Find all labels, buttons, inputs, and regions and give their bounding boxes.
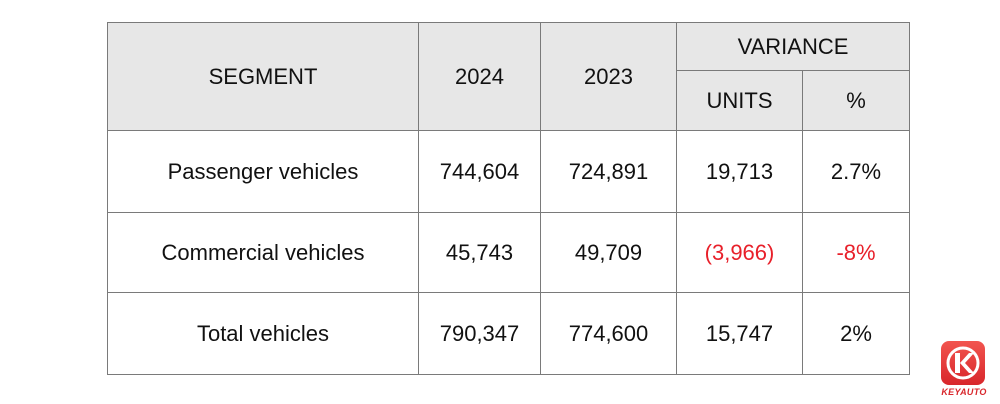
header-year-2024: 2024 (418, 22, 541, 131)
keyauto-k-logo-icon (941, 341, 985, 385)
cell-2024: 744,604 (418, 130, 541, 213)
table-row: Commercial vehicles 45,743 49,709 (3,966… (107, 212, 910, 293)
sales-variance-table: SEGMENT 2024 2023 VARIANCE UNITS % Passe… (107, 22, 910, 375)
cell-percent-negative: -8% (802, 212, 910, 293)
header-segment: SEGMENT (107, 22, 419, 131)
cell-percent: 2% (802, 292, 910, 375)
header-percent: % (802, 70, 910, 131)
cell-segment: Total vehicles (107, 292, 419, 375)
cell-units: 15,747 (676, 292, 803, 375)
logo-text: KEYAUTO (941, 387, 987, 397)
cell-percent: 2.7% (802, 130, 910, 213)
cell-units-negative: (3,966) (676, 212, 803, 293)
header-year-2023: 2023 (540, 22, 677, 131)
cell-2023: 774,600 (540, 292, 677, 375)
cell-units: 19,713 (676, 130, 803, 213)
table-row: Total vehicles 790,347 774,600 15,747 2% (107, 292, 910, 375)
table-row: Passenger vehicles 744,604 724,891 19,71… (107, 130, 910, 213)
header-variance: VARIANCE (676, 22, 910, 71)
cell-2024: 790,347 (418, 292, 541, 375)
cell-2023: 724,891 (540, 130, 677, 213)
cell-segment: Passenger vehicles (107, 130, 419, 213)
header-units: UNITS (676, 70, 803, 131)
cell-segment: Commercial vehicles (107, 212, 419, 293)
cell-2023: 49,709 (540, 212, 677, 293)
cell-2024: 45,743 (418, 212, 541, 293)
